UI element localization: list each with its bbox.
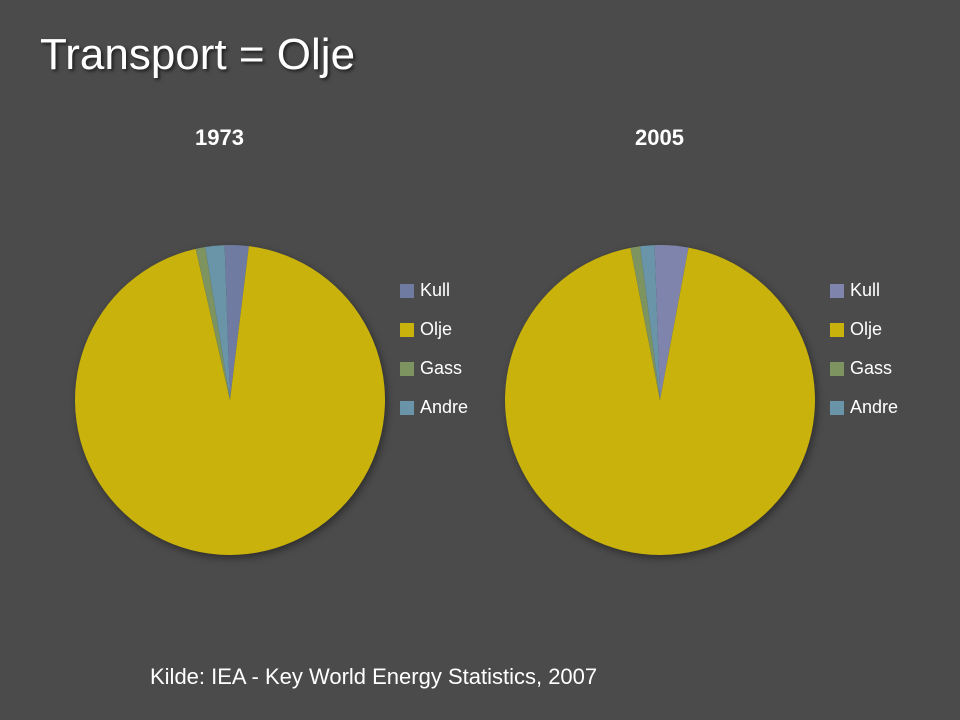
legend-1973: Kull Olje Gass Andre bbox=[400, 280, 468, 436]
legend-item-gass: Gass bbox=[830, 358, 898, 379]
legend-label: Gass bbox=[420, 358, 462, 379]
year-label-2005: 2005 bbox=[635, 125, 684, 151]
legend-label: Olje bbox=[850, 319, 882, 340]
legend-item-olje: Olje bbox=[830, 319, 898, 340]
legend-label: Gass bbox=[850, 358, 892, 379]
legend-swatch bbox=[830, 284, 844, 298]
legend-swatch bbox=[400, 284, 414, 298]
legend-swatch bbox=[400, 323, 414, 337]
legend-swatch bbox=[830, 362, 844, 376]
legend-swatch bbox=[830, 323, 844, 337]
legend-swatch bbox=[400, 401, 414, 415]
legend-item-kull: Kull bbox=[400, 280, 468, 301]
legend-item-andre: Andre bbox=[830, 397, 898, 418]
legend-swatch bbox=[830, 401, 844, 415]
legend-item-andre: Andre bbox=[400, 397, 468, 418]
legend-2005: Kull Olje Gass Andre bbox=[830, 280, 898, 436]
year-label-1973: 1973 bbox=[195, 125, 244, 151]
pie-chart-1973 bbox=[75, 245, 385, 555]
legend-label: Andre bbox=[850, 397, 898, 418]
slide: Transport = Olje 1973 KullOljeGassAndre … bbox=[0, 0, 960, 720]
source-line: Kilde: IEA - Key World Energy Statistics… bbox=[150, 664, 597, 690]
legend-item-kull: Kull bbox=[830, 280, 898, 301]
legend-item-gass: Gass bbox=[400, 358, 468, 379]
pie-chart-2005 bbox=[505, 245, 815, 555]
legend-label: Andre bbox=[420, 397, 468, 418]
legend-label: Olje bbox=[420, 319, 452, 340]
legend-label: Kull bbox=[420, 280, 450, 301]
legend-label: Kull bbox=[850, 280, 880, 301]
legend-swatch bbox=[400, 362, 414, 376]
page-title: Transport = Olje bbox=[40, 30, 355, 80]
legend-item-olje: Olje bbox=[400, 319, 468, 340]
